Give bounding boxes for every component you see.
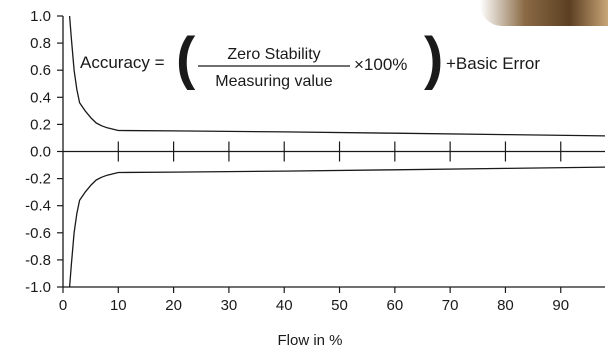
y-tick-label: -1.0 <box>25 279 51 296</box>
y-tick-label: 0.4 <box>30 89 51 106</box>
y-tick-label: -0.4 <box>25 198 51 215</box>
y-tick-label: 1.0 <box>30 8 51 25</box>
x-tick-label: 50 <box>331 297 348 314</box>
y-tick-label: -0.2 <box>25 171 51 188</box>
y-tick-label: 0.8 <box>30 35 51 52</box>
formula-denominator: Measuring value <box>215 73 333 90</box>
formula-rhs: +Basic Error <box>446 54 540 73</box>
y-tick-label: -0.6 <box>25 225 51 242</box>
series-group <box>68 15 606 288</box>
y-tick-label: 0.0 <box>30 144 51 161</box>
x-tick-labels: 0 10 20 30 40 50 60 70 80 90 <box>59 287 569 314</box>
y-tick-label: 0.2 <box>30 116 51 133</box>
y-tick-label: 0.6 <box>30 62 51 79</box>
x-tick-label: 90 <box>552 297 569 314</box>
formula-numerator: Zero Stability <box>227 46 320 63</box>
x-tick-label: 20 <box>165 297 182 314</box>
x-tick-label: 70 <box>442 297 459 314</box>
formula-right-paren: ) <box>424 26 443 91</box>
lower-accuracy-curve <box>68 166 606 288</box>
y-tick-label: -0.8 <box>25 252 51 269</box>
zero-line-ticks <box>117 141 562 162</box>
x-tick-label: 30 <box>221 297 238 314</box>
upper-accuracy-curve <box>68 15 606 137</box>
x-tick-label: 80 <box>497 297 514 314</box>
x-tick-label: 0 <box>59 297 67 314</box>
y-tick-labels: 1.0 0.8 0.6 0.4 0.2 0.0 -0.2 -0.4 -0.6 -0.8 -1.0 <box>25 8 63 296</box>
formula-multiplier: ×100% <box>354 55 407 74</box>
formula-lhs: Accuracy = <box>80 53 165 72</box>
photo-corner <box>480 0 608 26</box>
accuracy-formula: Accuracy = ( Zero Stability Measuring va… <box>80 26 540 91</box>
formula-left-paren: ( <box>176 26 196 91</box>
x-axis-label: Flow in % <box>277 332 342 349</box>
x-tick-label: 60 <box>386 297 403 314</box>
x-tick-label: 10 <box>110 297 127 314</box>
x-tick-label: 40 <box>276 297 293 314</box>
